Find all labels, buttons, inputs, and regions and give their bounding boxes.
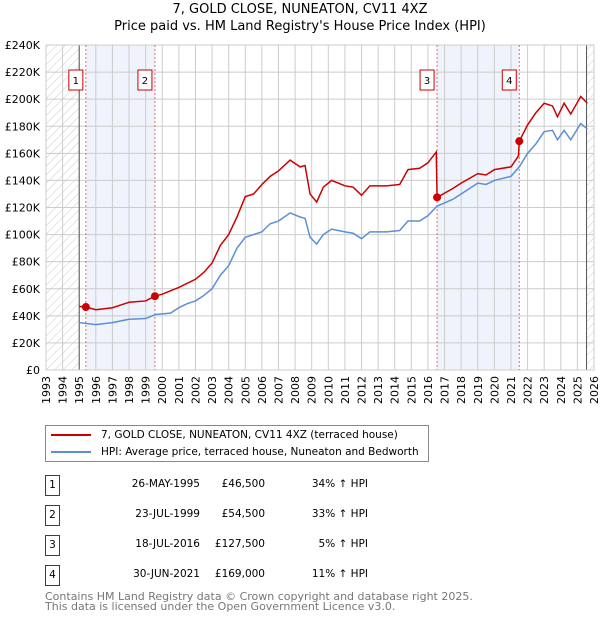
sale-point: [81, 303, 90, 312]
x-tick-label: 2010: [322, 376, 335, 404]
x-tick-label: 2003: [206, 376, 219, 404]
sale-point: [433, 193, 442, 202]
x-tick-label: 2008: [289, 376, 302, 404]
legend-label: 7, GOLD CLOSE, NUNEATON, CV11 4XZ (terra…: [101, 429, 398, 441]
sale-number: 3: [45, 535, 60, 556]
legend-swatch: [51, 451, 91, 453]
sale-date: 23-JUL-1999: [135, 508, 200, 520]
x-tick-label: 1994: [57, 376, 70, 404]
y-tick-label: £60K: [12, 283, 41, 296]
legend-swatch: [51, 434, 91, 436]
y-tick-label: £40K: [12, 310, 41, 323]
sale-label: 1: [73, 76, 79, 87]
sale-label-box: [68, 69, 84, 91]
sale-point: [515, 137, 524, 146]
y-tick-label: £0: [26, 364, 40, 377]
legend-item-hpi: HPI: Average price, terraced house, Nune…: [51, 444, 419, 460]
x-tick-label: 2024: [555, 376, 568, 404]
sale-price: £127,500: [214, 538, 265, 550]
y-tick-label: £200K: [5, 93, 41, 106]
sale-row: 1 26-MAY-1995 £46,500 34% ↑ HPI: [45, 475, 445, 496]
x-tick-label: 2002: [189, 376, 202, 404]
x-tick-label: 1998: [123, 376, 136, 404]
sale-date: 18-JUL-2016: [135, 538, 200, 550]
x-tick-label: 2025: [571, 376, 584, 404]
x-tick-label: 2001: [173, 376, 186, 404]
sale-point: [150, 292, 159, 301]
x-tick-label: 1997: [106, 376, 119, 404]
x-tick-label: 2011: [339, 376, 352, 404]
y-tick-label: £20K: [12, 337, 41, 350]
sale-hpi: 11% ↑ HPI: [311, 568, 368, 580]
sale-date: 30-JUN-2021: [133, 568, 200, 580]
sale-hpi: 34% ↑ HPI: [311, 478, 368, 490]
y-tick-label: £180K: [5, 120, 41, 133]
x-tick-label: 2019: [472, 376, 485, 404]
x-tick-label: 1995: [73, 376, 86, 404]
sale-label: 4: [506, 76, 512, 87]
chart-title: 7, GOLD CLOSE, NUNEATON, CV11 4XZ: [172, 2, 428, 17]
y-tick-label: £120K: [5, 202, 41, 215]
sale-label: 3: [424, 76, 430, 87]
x-tick-label: 1999: [140, 376, 153, 404]
y-tick-label: £100K: [5, 229, 41, 242]
sale-hpi: 33% ↑ HPI: [311, 508, 368, 520]
sale-price: £169,000: [214, 568, 265, 580]
x-tick-label: 2016: [422, 376, 435, 404]
sale-row: 2 23-JUL-1999 £54,500 33% ↑ HPI: [45, 505, 445, 526]
plot-area: 1993 1994 1995 1996 1997 1998 1999 2000 2001 2002…: [5, 39, 600, 404]
x-tick-label: 2015: [405, 376, 418, 404]
x-tick-label: 1996: [90, 376, 103, 404]
hpi-line: [79, 122, 588, 326]
y-tick-label: £220K: [5, 66, 41, 79]
legend-label: HPI: Average price, terraced house, Nune…: [101, 446, 419, 458]
y-tick-label: £160K: [5, 147, 41, 160]
x-tick-label: 2006: [256, 376, 269, 404]
sale-row: 4 30-JUN-2021 £169,000 11% ↑ HPI: [45, 565, 445, 586]
y-tick-label: £240K: [5, 39, 41, 52]
x-tick-label: 1993: [40, 376, 53, 404]
footer-copyright: Contains HM Land Registry data © Crown c…: [45, 590, 473, 603]
x-tick-label: 2026: [588, 376, 600, 404]
legend: 7, GOLD CLOSE, NUNEATON, CV11 4XZ (terra…: [45, 425, 429, 462]
x-tick-label: 2004: [223, 376, 236, 404]
x-tick-label: 2007: [272, 376, 285, 404]
sale-number: 1: [45, 475, 60, 496]
sale-number: 4: [45, 565, 60, 586]
x-tick-label: 2023: [538, 376, 551, 404]
plot-border: [45, 44, 595, 371]
legend-item-property: 7, GOLD CLOSE, NUNEATON, CV11 4XZ (terra…: [51, 427, 398, 443]
chart-subtitle: Price paid vs. HM Land Registry's House …: [114, 19, 486, 34]
x-tick-label: 2012: [356, 376, 369, 404]
y-tick-label: £80K: [12, 256, 41, 269]
x-tick-label: 2000: [156, 376, 169, 404]
sale-price: £46,500: [221, 478, 265, 490]
sale-label-box: [501, 69, 517, 91]
sale-number: 2: [45, 505, 60, 526]
x-tick-label: 2014: [389, 376, 402, 404]
sale-label-box: [419, 69, 435, 91]
x-tick-label: 2022: [522, 376, 535, 404]
x-tick-label: 2005: [239, 376, 252, 404]
x-tick-label: 2009: [306, 376, 319, 404]
sale-label: 2: [142, 76, 148, 87]
sale-hpi: 5% ↑ HPI: [318, 538, 368, 550]
sale-date: 26-MAY-1995: [131, 478, 200, 490]
y-tick-label: £140K: [5, 174, 41, 187]
x-tick-label: 2017: [439, 376, 452, 404]
footer-licence: This data is licensed under the Open Gov…: [45, 600, 396, 613]
x-tick-label: 2018: [455, 376, 468, 404]
x-tick-label: 2021: [505, 376, 518, 404]
sale-price: £54,500: [221, 508, 265, 520]
sale-label-box: [137, 69, 153, 91]
x-tick-label: 2013: [372, 376, 385, 404]
x-tick-label: 2020: [488, 376, 501, 404]
sale-row: 3 18-JUL-2016 £127,500 5% ↑ HPI: [45, 535, 445, 556]
